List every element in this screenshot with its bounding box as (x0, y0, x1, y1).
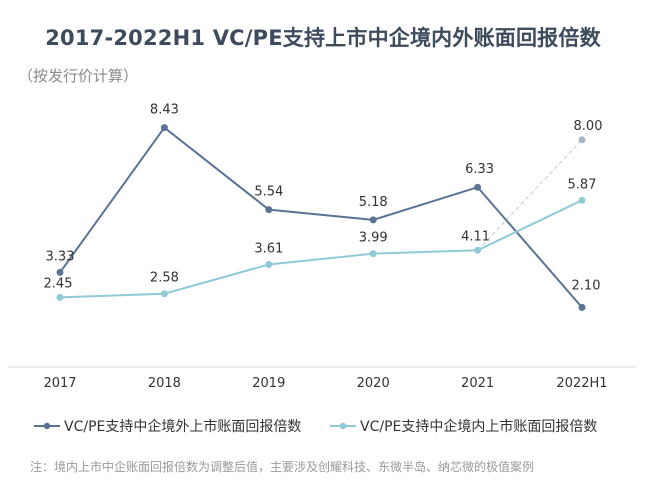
overseas-data-label: 8.43 (150, 103, 179, 118)
overseas-data-label: 2.10 (572, 278, 601, 293)
domestic-data-point (369, 250, 377, 258)
overseas-data-label: 5.54 (254, 185, 283, 200)
x-tick-label: 2017 (43, 376, 76, 391)
domestic-unadjusted-point (578, 136, 586, 144)
domestic-unadjusted-dashed-line (477, 139, 583, 251)
domestic-series-line (59, 199, 583, 299)
overseas-series-line (59, 126, 583, 309)
domestic-data-point (56, 293, 64, 301)
domestic-data-label: 3.99 (359, 231, 388, 246)
domestic-data-point (265, 260, 273, 268)
footnote: 注：境内上市中企账面回报倍数为调整后值，主要涉及创耀科技、东微半岛、纳芯微的极值… (30, 460, 535, 474)
line-chart: 2017 2018 2019 2020 2021 2022H1 8.00 3.33 8.43 5.… (8, 103, 636, 391)
x-tick-label: 2020 (357, 376, 390, 391)
domestic-data-label: 2.58 (150, 271, 179, 286)
domestic-data-label: 5.87 (568, 177, 597, 192)
overseas-data-label: 6.33 (465, 162, 494, 177)
overseas-data-label: 5.18 (359, 195, 388, 210)
chart-title: 2017-2022H1 VC/PE支持上市中企境内外账面回报倍数 (45, 26, 601, 50)
domestic-unadjusted-label: 8.00 (574, 119, 603, 134)
overseas-data-label: 3.33 (46, 249, 75, 264)
legend-swatch-domestic (330, 422, 356, 430)
domestic-data-label: 4.11 (461, 229, 490, 244)
overseas-data-point (265, 206, 273, 214)
legend-swatch-overseas (34, 422, 60, 430)
domestic-data-label: 3.61 (254, 241, 283, 256)
overseas-data-point (369, 216, 377, 224)
legend-label-overseas: VC/PE支持中企境外上市账面回报倍数 (64, 419, 302, 435)
x-tick-label: 2019 (252, 376, 285, 391)
chart-subtitle: （按发行价计算） (18, 67, 139, 85)
legend-label-domestic: VC/PE支持中企境内上市账面回报倍数 (360, 419, 598, 435)
domestic-data-point (474, 246, 482, 254)
domestic-data-label: 2.45 (44, 276, 73, 291)
x-tick-label: 2021 (461, 376, 494, 391)
overseas-data-point (56, 268, 64, 276)
legend-item-domestic: VC/PE支持中企境内上市账面回报倍数 (330, 416, 597, 436)
x-tick-label: 2022H1 (556, 376, 607, 391)
overseas-data-point (160, 124, 168, 132)
domestic-data-point (578, 196, 586, 204)
domestic-data-point (160, 290, 168, 298)
x-tick-label: 2018 (148, 376, 181, 391)
overseas-data-point (578, 303, 586, 311)
overseas-data-point (474, 183, 482, 191)
legend-item-overseas: VC/PE支持中企境外上市账面回报倍数 (34, 416, 301, 436)
